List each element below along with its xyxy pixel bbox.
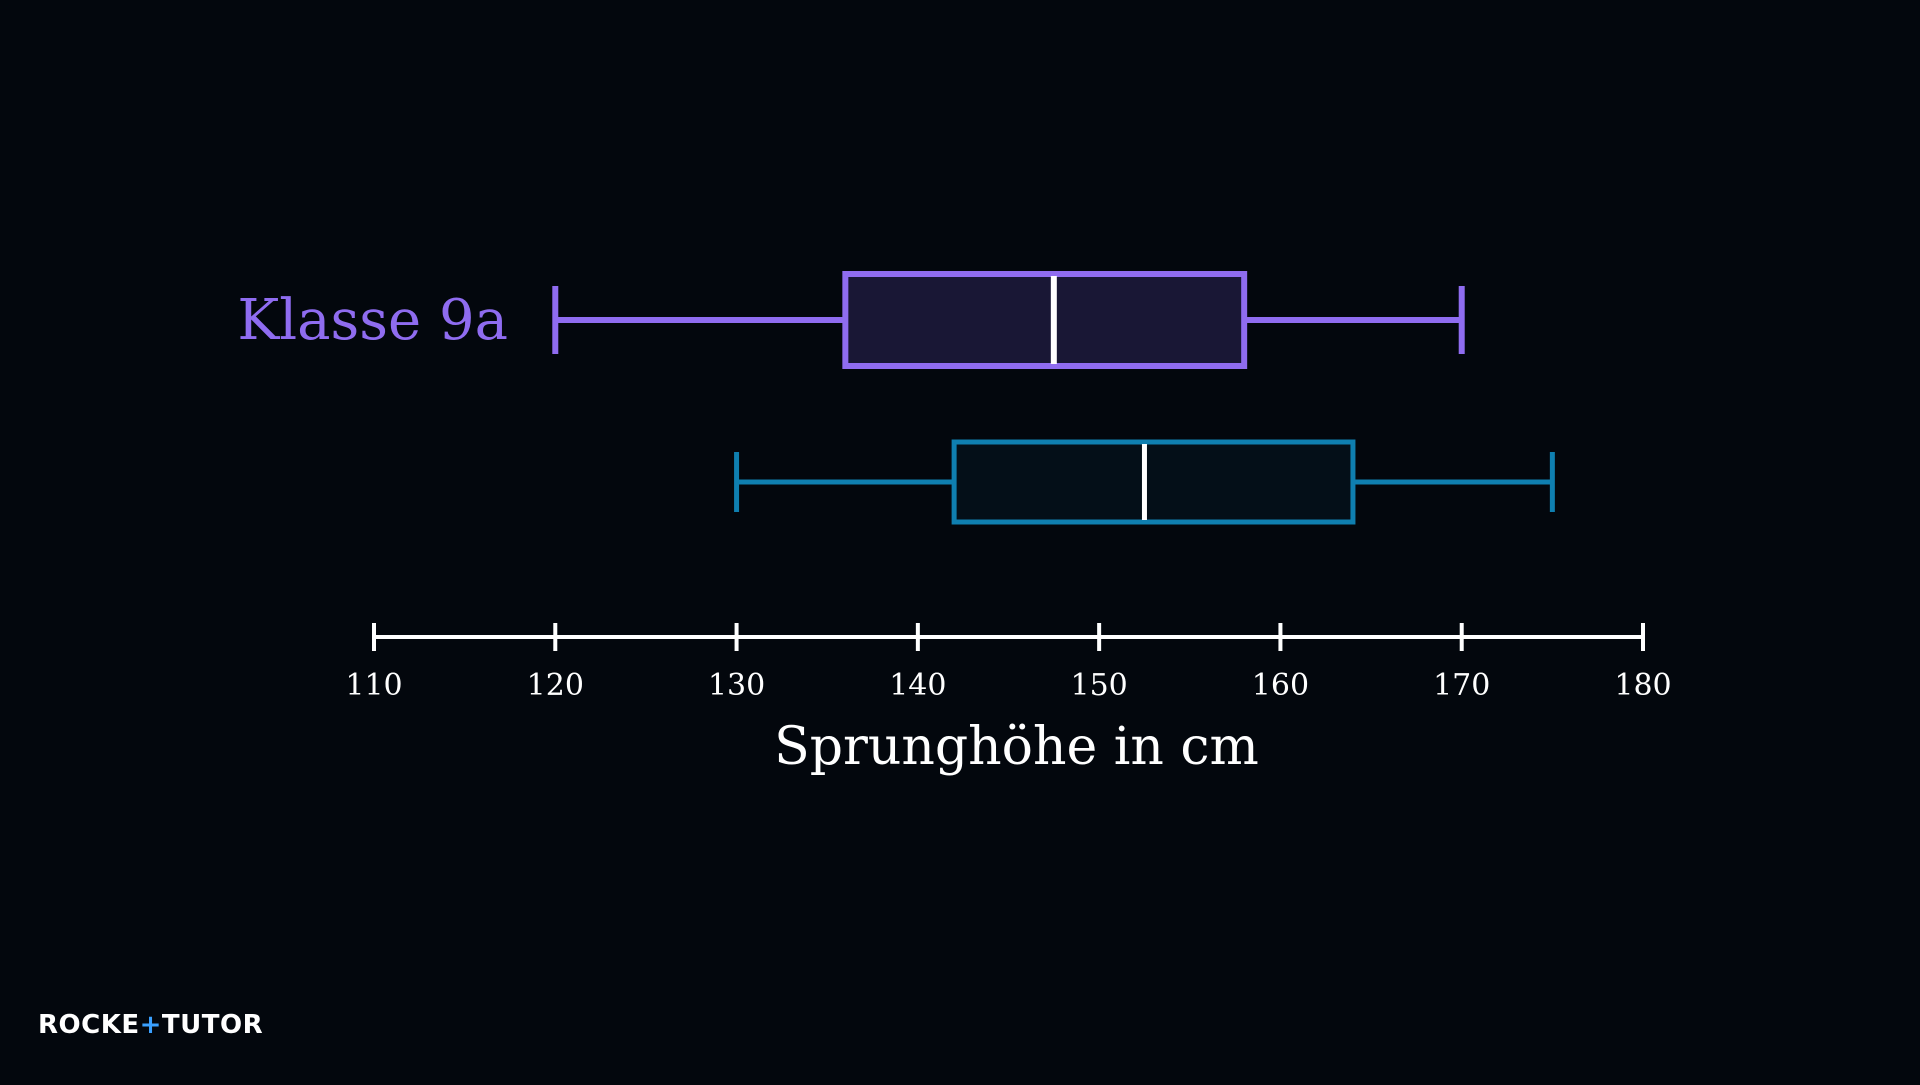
x-tick-label: 160 bbox=[1252, 668, 1309, 703]
series-label: Klasse 9a bbox=[237, 288, 508, 353]
x-tick-label: 170 bbox=[1433, 668, 1490, 703]
iqr-box bbox=[951, 439, 1356, 525]
x-tick-label: 150 bbox=[1071, 668, 1128, 703]
iqr-box bbox=[842, 271, 1248, 369]
logo-text-part3: R bbox=[242, 1010, 264, 1040]
x-tick-label: 180 bbox=[1614, 668, 1671, 703]
boxplot-1: Klasse 9a bbox=[237, 271, 1465, 369]
logo-text-part2: TUTO bbox=[161, 1010, 243, 1040]
logo-text-part1: ROCKE bbox=[38, 1010, 140, 1040]
x-axis-label: Sprunghöhe in cm bbox=[774, 717, 1259, 777]
rocket-tutor-logo: ROCKE + TUTO R bbox=[38, 1010, 263, 1040]
boxplot-2 bbox=[734, 439, 1555, 525]
x-tick-label: 130 bbox=[708, 668, 765, 703]
x-tick-label: 140 bbox=[889, 668, 946, 703]
x-tick-label: 110 bbox=[345, 668, 402, 703]
logo-plus: + bbox=[139, 1010, 162, 1040]
x-tick-label: 120 bbox=[527, 668, 584, 703]
